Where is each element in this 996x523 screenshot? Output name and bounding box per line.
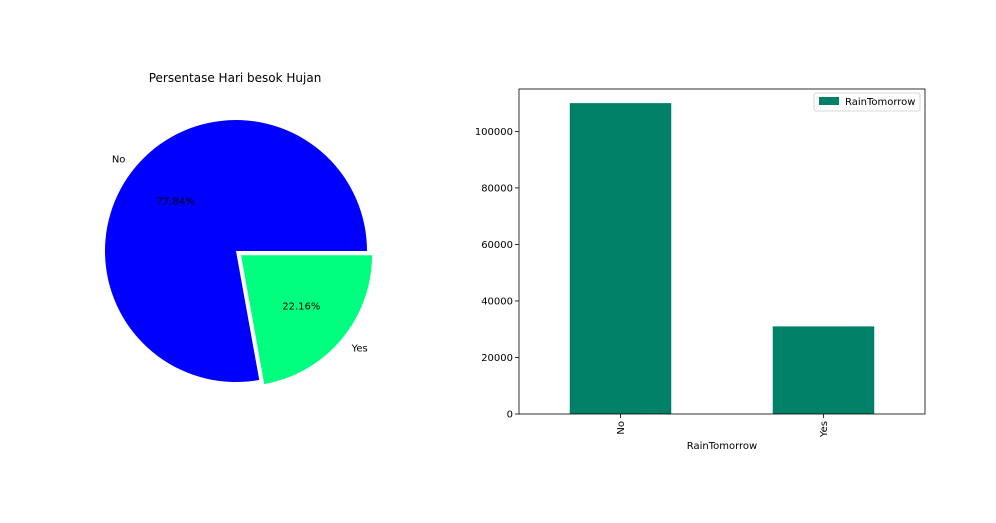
pie-label-no: No (112, 155, 126, 166)
pie-chart: Persentase Hari besok Hujan No 77.84% Yes 2… (105, 71, 373, 385)
y-tick-label: 100000 (475, 127, 513, 138)
pie-slice-no (105, 119, 368, 383)
x-tick-label-no: No (616, 421, 627, 435)
y-tick-label: 40000 (481, 296, 513, 307)
pie-pct-no: 77.84% (157, 197, 195, 208)
bar-chart-legend: RainTomorrow (813, 92, 921, 112)
pie-pct-yes: 22.16% (282, 302, 320, 313)
pie-chart-title: Persentase Hari besok Hujan (149, 71, 322, 85)
y-tick-label: 60000 (481, 240, 513, 251)
bar-chart-axes-frame (518, 88, 926, 415)
bar-chart-xlabel: RainTomorrow (687, 441, 757, 452)
y-tick-label: 80000 (481, 183, 513, 194)
y-tick-label: 0 (507, 410, 513, 421)
bar-no (569, 103, 672, 414)
x-tick-label-yes: Yes (819, 421, 830, 438)
legend-box (813, 92, 921, 112)
legend-swatch (819, 97, 839, 105)
pie-slice-yes (241, 255, 373, 385)
legend-label: RainTomorrow (845, 97, 915, 108)
y-tick-label: 20000 (481, 353, 513, 364)
bar-yes (772, 326, 875, 414)
pie-label-yes: Yes (351, 344, 368, 355)
bar-chart: 0 20000 40000 60000 80000 100000 No Yes RainTo… (475, 88, 926, 452)
